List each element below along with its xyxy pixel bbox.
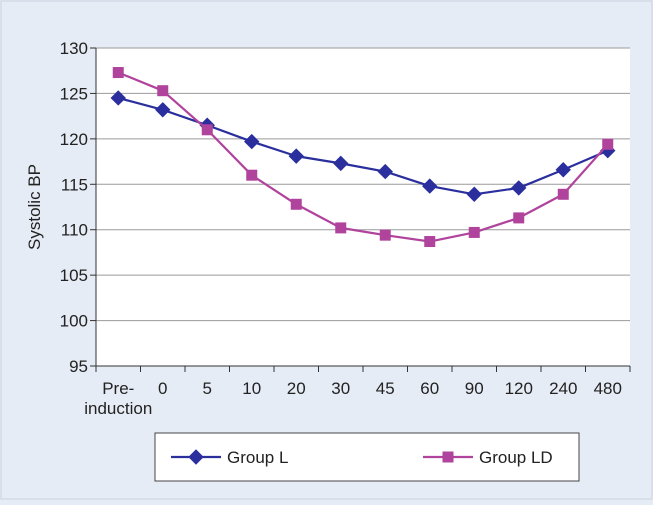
x-tick-label: 120 — [505, 379, 533, 398]
x-tick-label: 10 — [242, 379, 261, 398]
data-point-square — [290, 198, 302, 210]
x-tick-label: 480 — [594, 379, 622, 398]
data-point-square — [468, 226, 480, 238]
data-point-square — [513, 212, 525, 224]
axes: 95 100 105 110 115 120 125 130 Pre-induction 0 5 10… — [60, 39, 631, 418]
data-point-square — [602, 138, 614, 150]
data-point-square — [557, 188, 569, 200]
legend-diamond-icon — [188, 449, 204, 465]
legend-label: Group L — [227, 448, 288, 467]
x-tick-label: 30 — [331, 379, 350, 398]
data-point-square — [157, 85, 169, 97]
data-point-diamond — [110, 90, 126, 106]
legend-square-icon — [442, 451, 454, 463]
data-point-diamond — [377, 163, 393, 180]
data-point-diamond — [244, 133, 260, 150]
data-point-diamond — [555, 162, 571, 178]
data-point-square — [335, 222, 347, 234]
y-tick-label: 110 — [61, 221, 88, 240]
data-point-diamond — [422, 178, 438, 194]
x-tick-label: 0 — [158, 379, 167, 398]
x-tick-label: Pre-induction — [84, 379, 152, 418]
data-point-square — [112, 67, 124, 79]
data-point-diamond — [288, 148, 304, 164]
x-tick-label: 240 — [549, 379, 577, 398]
data-point-square — [201, 124, 213, 136]
series-group-ld — [112, 67, 614, 248]
series-line — [117, 71, 609, 243]
y-tick-label: 105 — [60, 266, 88, 285]
y-tick-label: 115 — [61, 175, 88, 194]
data-point-square — [379, 229, 391, 241]
series — [110, 67, 616, 248]
y-tick-label: 120 — [60, 130, 88, 149]
data-point-diamond — [155, 102, 171, 118]
data-point-diamond — [333, 155, 349, 172]
data-point-square — [246, 169, 258, 181]
plot-area — [96, 48, 630, 366]
data-point-diamond — [466, 186, 482, 202]
legend-box — [154, 432, 580, 482]
legend-entry: Group LD — [423, 448, 553, 467]
data-point-square — [424, 236, 436, 248]
legend-label: Group LD — [479, 448, 553, 467]
data-point-diamond — [511, 180, 527, 196]
legend-entry: Group L — [171, 448, 288, 467]
y-axis-title: Systolic BP — [25, 164, 44, 250]
x-tick-label: 90 — [465, 379, 484, 398]
gridlines — [96, 47, 630, 322]
x-tick-label: 60 — [420, 379, 439, 398]
legend: Group L Group LD — [154, 432, 580, 482]
y-tick-label: 100 — [60, 312, 88, 331]
x-tick-label: 5 — [203, 379, 212, 398]
y-tick-label: 95 — [69, 357, 88, 376]
x-tick-label: 45 — [376, 379, 395, 398]
y-tick-label: 125 — [60, 84, 88, 103]
x-tick-label: 20 — [287, 379, 306, 398]
y-tick-label: 130 — [60, 39, 88, 58]
